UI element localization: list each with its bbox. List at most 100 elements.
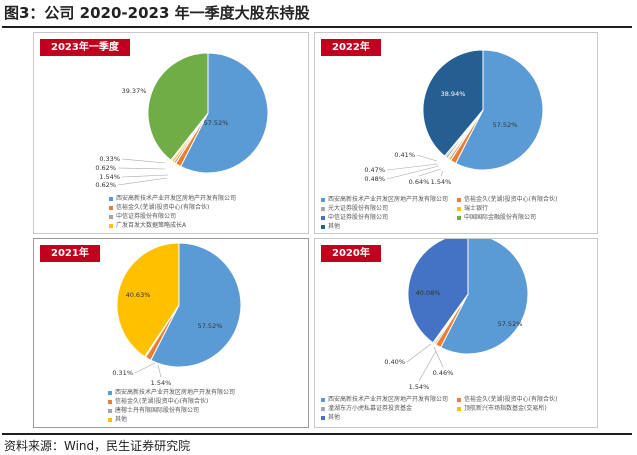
figure-title: 图3：公司 2020-2023 年一季度大股东持股 (4, 4, 310, 22)
leader-line (117, 167, 166, 170)
panel-badge: 2020年 (321, 245, 381, 262)
panel-2021: 57.52% 1.54% 0.31% 40.63% 2021年 西安高新技术产业开发区… (33, 238, 309, 428)
top-rule (2, 26, 632, 28)
data-label: 0.48% (364, 175, 385, 183)
data-label: 40.08% (416, 289, 441, 297)
leader-line (121, 158, 166, 164)
bottom-rule (2, 433, 632, 435)
legend-row: 其他 (321, 222, 593, 231)
panel-badge: 2023年一季度 (40, 39, 130, 56)
panel-2022: 57.52% 1.54% 0.64% 0.48% 0.47% 0.41% 38.94% 20… (314, 32, 598, 234)
legend-row: 潼湖东方小虎私募证券投资基金 顶航新兴市场指数基金(交易所) (321, 404, 593, 413)
legend-row: 中信证券股份有限公司 中国国际金融股份有限公司 (321, 213, 593, 222)
legend-item: 信裕金久(芜湖)投资中心(有限合伙) (457, 195, 593, 204)
legend-item: 信裕金久(芜湖)投资中心(有限合伙) (457, 395, 593, 404)
legend-2022: 西安高新技术产业开发区房地产开发有限公司 信裕金久(芜湖)投资中心(有限合伙) 光大… (321, 195, 593, 231)
legend-swatch (321, 215, 325, 220)
legend-row: 中信证券股份有限公司 (109, 212, 236, 221)
legend-item: 西安高新技术产业开发区房地产开发有限公司 (108, 388, 235, 397)
pie-slice (116, 242, 180, 358)
data-label: 0.31% (112, 369, 133, 377)
panel-badge: 2021年 (40, 245, 100, 262)
legend-item: 信裕金久(芜湖)投资中心(有限合伙) (108, 397, 208, 406)
data-label: 0.33% (99, 155, 120, 163)
pie-slice (455, 49, 544, 171)
legend-row: 广发百发大数据策略成长A (109, 221, 236, 230)
data-label: 57.52% (204, 119, 229, 127)
legend-label: 光大证券股份有限公司 (328, 205, 389, 212)
legend-2021: 西安高新技术产业开发区房地产开发有限公司 信裕金久(芜湖)投资中心(有限合伙) 唐榕… (108, 388, 235, 424)
legend-label: 中信证券股份有限公司 (116, 213, 177, 220)
legend-swatch (108, 399, 112, 404)
legend-label: 西安高新技术产业开发区房地产开发有限公司 (328, 196, 449, 203)
leader-line (117, 177, 168, 186)
legend-swatch (321, 197, 325, 202)
legend-label: 瑞士银行 (464, 205, 489, 212)
legend-label: 潼湖东方小虎私募证券投资基金 (328, 405, 413, 412)
legend-item: 西安高新技术产业开发区房地产开发有限公司 (321, 195, 457, 204)
data-label: 57.52% (498, 320, 523, 328)
legend-swatch (457, 206, 461, 211)
legend-label: 西安高新技术产业开发区房地产开发有限公司 (115, 389, 236, 396)
legend-row: 唐榕士丹有限国际股份有限公司 (108, 406, 235, 415)
legend-item: 中国国际金融股份有限公司 (457, 213, 593, 222)
data-label: 39.37% (122, 87, 147, 95)
legend-row: 其他 (108, 415, 235, 424)
legend-label: 西安高新技术产业开发区房地产开发有限公司 (116, 195, 237, 202)
panel-2023q1: 57.52% 1.54% 0.62% 0.62% 0.33% 39.37% 2023年一季… (33, 32, 309, 234)
data-label: 0.62% (95, 181, 116, 189)
legend-label: 其他 (115, 416, 128, 423)
legend-swatch (457, 406, 461, 411)
data-label: 0.62% (95, 164, 116, 172)
data-label: 1.54% (151, 379, 172, 387)
pie-slice (422, 49, 484, 157)
legend-label: 广发百发大数据策略成长A (116, 222, 187, 229)
data-label: 0.47% (364, 166, 385, 174)
pie-chart-2023q1: 57.52%1.54%0.62%0.62%0.33%39.37% (95, 52, 269, 189)
legend-swatch (108, 390, 112, 395)
legend-swatch (321, 224, 325, 229)
leader-line (406, 343, 432, 363)
legend-item: 中信证券股份有限公司 (321, 213, 457, 222)
pie-chart-2022: 57.52% 1.54%0.64% 0.48%0.47% 0.41% 38.94% (364, 49, 544, 186)
legend-row: 西安高新技术产业开发区房地产开发有限公司 信裕金久(芜湖)投资中心(有限合伙) (321, 195, 593, 204)
legend-row: 光大证券股份有限公司 瑞士银行 (321, 204, 593, 213)
leader-line (433, 346, 444, 368)
legend-item: 潼湖东方小虎私募证券投资基金 (321, 404, 457, 413)
legend-label: 信裕金久(芜湖)投资中心(有限合伙) (464, 396, 558, 403)
data-label: 40.63% (126, 291, 151, 299)
legend-label: 唐榕士丹有限国际股份有限公司 (115, 407, 200, 414)
source-note: 资料来源：Wind，民生证券研究院 (4, 439, 191, 453)
legend-swatch (321, 206, 325, 211)
legend-label: 中国国际金融股份有限公司 (464, 214, 537, 221)
data-label: 38.94% (441, 90, 466, 98)
legend-swatch (321, 406, 325, 411)
legend-swatch (109, 214, 113, 219)
pie-slice (150, 242, 242, 368)
legend-swatch (109, 223, 113, 228)
pie-chart-2020: 57.52% 1.54%0.46% 0.40% 40.08% (384, 239, 529, 391)
legend-row: 西安高新技术产业开发区房地产开发有限公司 信裕金久(芜湖)投资中心(有限合伙) (321, 395, 593, 404)
legend-swatch (109, 205, 113, 210)
legend-swatch (108, 408, 112, 413)
leader-line (418, 350, 437, 382)
legend-item: 信裕金久(芜湖)投资中心(有限合伙) (109, 203, 209, 212)
data-label: 1.54% (409, 383, 430, 391)
panel-2020: 57.52% 1.54% 0.46% 0.40% 40.08% 2020年 西安高新技术… (314, 238, 598, 428)
legend-item: 西安高新技术产业开发区房地产开发有限公司 (321, 395, 457, 404)
legend-item: 其他 (321, 222, 457, 231)
data-label: 57.52% (198, 322, 223, 330)
legend-label: 信裕金久(芜湖)投资中心(有限合伙) (464, 196, 558, 203)
leader-line (416, 154, 438, 162)
legend-label: 其他 (328, 223, 341, 230)
legend-label: 中信证券股份有限公司 (328, 214, 389, 221)
pie-slice (147, 52, 209, 161)
legend-label: 信裕金久(芜湖)投资中心(有限合伙) (115, 398, 209, 405)
legend-row: 西安高新技术产业开发区房地产开发有限公司 (109, 194, 236, 203)
legend-swatch (321, 415, 325, 420)
legend-item: 瑞士银行 (457, 204, 593, 213)
legend-label: 顶航新兴市场指数基金(交易所) (464, 405, 547, 412)
data-label: 0.46% (433, 369, 454, 377)
panel-badge: 2022年 (321, 39, 381, 56)
leader-line (134, 362, 156, 374)
